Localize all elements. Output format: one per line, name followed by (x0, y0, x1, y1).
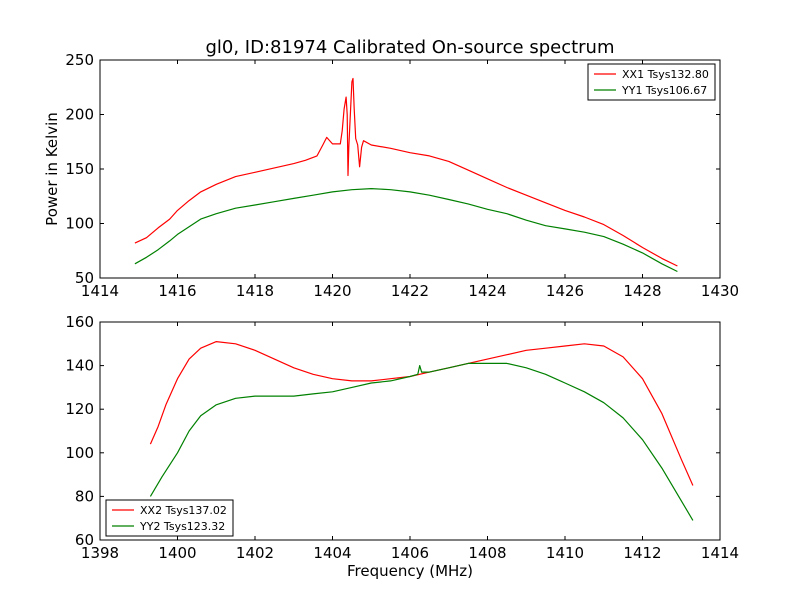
legend-label: XX1 Tsys132.80 (622, 68, 709, 81)
y-tick-label: 120 (65, 400, 94, 418)
y-axis-label: Power in Kelvin (43, 112, 61, 226)
x-tick-label: 1410 (546, 544, 584, 562)
x-axis-label: Frequency (MHz) (347, 562, 473, 580)
legend-box (105, 499, 234, 537)
x-tick-label: 1406 (391, 544, 429, 562)
legend-label: XX2 Tsys137.02 (140, 504, 227, 517)
chart-panel-1: 1414 1416 1418 1420 1422 1424 1426 1428 1430 50 10… (43, 51, 739, 300)
x-tick-label: 1424 (468, 282, 506, 300)
x-tick-label: 1426 (546, 282, 584, 300)
series-line-2-1 (149, 341, 694, 486)
figure-title: gl0, ID:81974 Calibrated On-source spect… (205, 37, 614, 58)
x-tick-label: 1404 (313, 544, 351, 562)
y-tick-label: 100 (65, 215, 94, 233)
x-tick-label: 1428 (623, 282, 661, 300)
y-tick-label: 100 (65, 444, 94, 462)
x-tick-label: 1422 (391, 282, 429, 300)
x-tick-label: 1420 (313, 282, 351, 300)
y-tick-label: 80 (75, 487, 94, 505)
y-tick-label: 160 (65, 313, 94, 331)
legend: XX2 Tsys137.02 YY2 Tsys123.32 (105, 499, 234, 537)
y-tick-label: 150 (65, 160, 94, 178)
series-line-1-1 (134, 77, 678, 267)
legend: XX1 Tsys132.80 YY1 Tsys106.67 (587, 63, 716, 101)
legend-label: YY1 Tsys106.67 (621, 84, 707, 97)
y-tick-label: 140 (65, 357, 94, 375)
x-tick-label: 1414 (701, 544, 739, 562)
legend-label: YY2 Tsys123.32 (139, 520, 225, 533)
x-tick-label: 1402 (236, 544, 274, 562)
x-tick-label: 1400 (158, 544, 196, 562)
x-tick-label: 1430 (701, 282, 739, 300)
x-tick-label: 1416 (158, 282, 196, 300)
y-tick-label: 200 (65, 106, 94, 124)
x-tick-label: 1398 (81, 544, 119, 562)
y-tick-label: 50 (75, 269, 94, 287)
y-tick-label: 250 (65, 51, 94, 69)
chart-panel-2: 1398 1400 1402 1404 1406 1408 1410 1412 1414 60 80… (65, 313, 739, 580)
x-tick-label: 1414 (81, 282, 119, 300)
plot-panels: 1414 1416 1418 1420 1422 1424 1426 1428 1430 50 10… (43, 51, 739, 580)
series-line-2-2 (149, 362, 694, 521)
legend-box (587, 63, 716, 101)
y-tick-label: 60 (75, 531, 94, 549)
x-tick-label: 1418 (236, 282, 274, 300)
x-tick-label: 1412 (623, 544, 661, 562)
series-line-1-2 (134, 188, 678, 273)
x-tick-label: 1408 (468, 544, 506, 562)
